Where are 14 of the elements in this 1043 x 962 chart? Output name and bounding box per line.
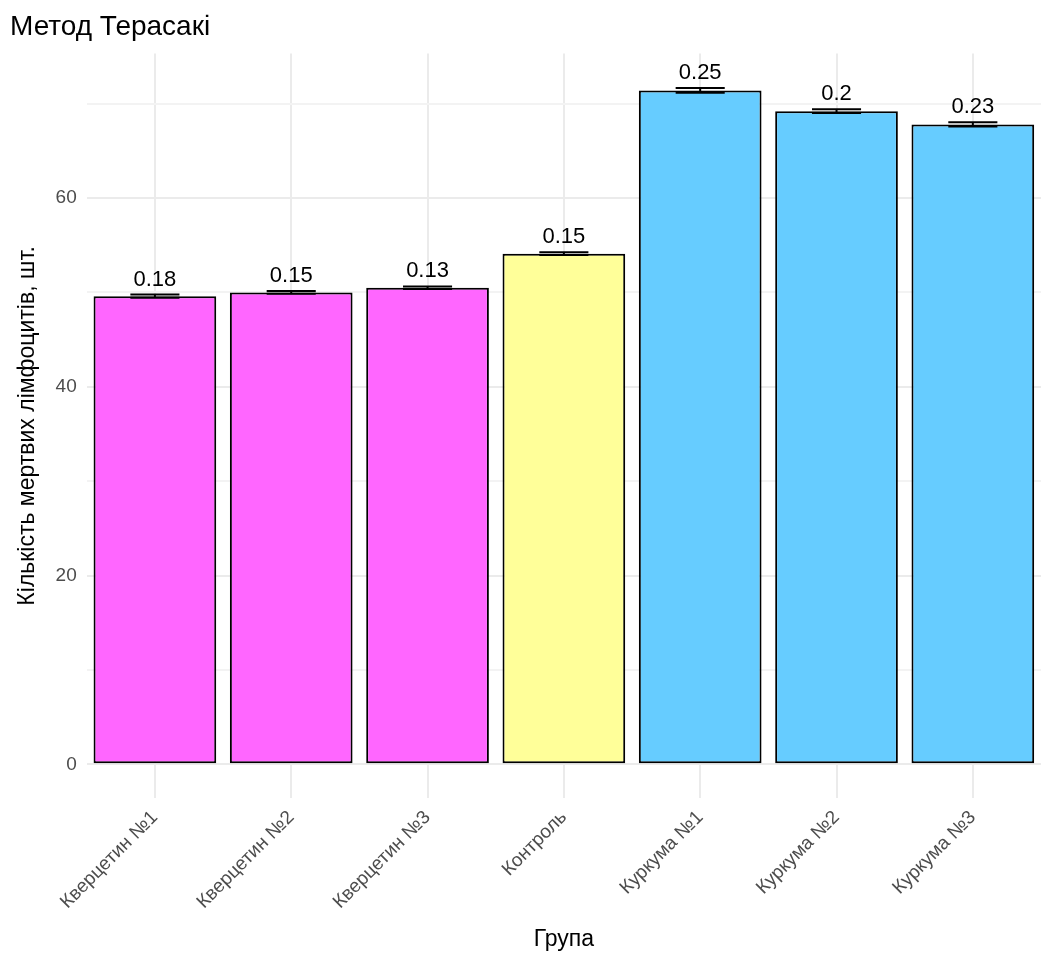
- x-axis-title: Група: [533, 924, 595, 951]
- annotation: 0.23: [951, 93, 995, 119]
- y-tick-label: 20: [55, 563, 77, 585]
- annotation: 0.13: [406, 257, 449, 283]
- annotation: 0.25: [678, 59, 722, 85]
- chart-title: Метод Терасакі: [10, 9, 211, 41]
- annotation: 0.15: [269, 262, 313, 288]
- annotation: 0.2: [821, 80, 852, 106]
- y-tick-label: 60: [55, 186, 77, 208]
- y-tick-label: 40: [55, 375, 77, 396]
- annotation: 0.15: [542, 223, 586, 249]
- annotation: 0.18: [133, 265, 177, 291]
- y-tick-label: 0: [66, 752, 77, 774]
- y-axis-title: Кількість мертвих лімфоцитів, шт.: [13, 246, 40, 606]
